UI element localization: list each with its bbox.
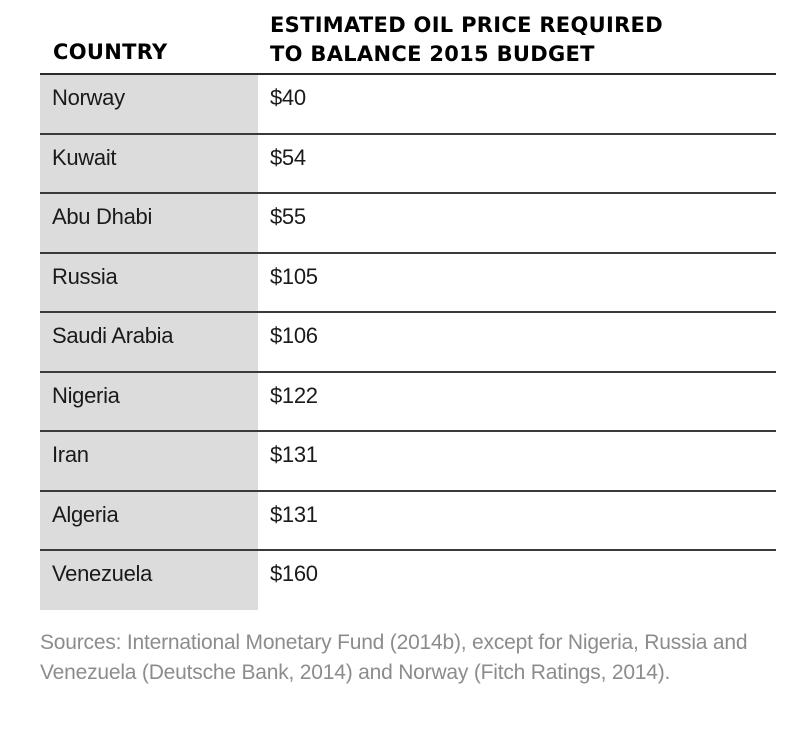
table-body: Norway $40 Kuwait $54 Abu Dhabi $55 Russ… [40,73,776,610]
table-header: COUNTRY ESTIMATED OIL PRICE REQUIRED TO … [40,0,776,73]
table-row: Iran $131 [40,432,776,492]
country-cell: Russia [40,253,258,311]
price-cell: $55 [270,204,306,229]
table-row: Norway $40 [40,75,776,135]
oil-price-table: COUNTRY ESTIMATED OIL PRICE REQUIRED TO … [40,0,776,610]
price-cell: $40 [270,85,306,110]
price-cell: $122 [270,382,318,408]
country-cell: Venezuela [40,551,258,610]
sources-note: Sources: International Monetary Fund (20… [40,631,748,684]
country-cell: Norway [40,75,258,133]
header-country: COUNTRY [53,40,168,64]
country-cell: Nigeria [40,372,258,430]
price-cell: $105 [270,263,318,289]
country-cell: Saudi Arabia [40,313,258,371]
table-row: Algeria $131 [40,491,776,551]
price-cell: $160 [270,561,318,586]
price-cell: $106 [270,323,318,348]
country-cell: Abu Dhabi [40,194,258,252]
table-row: Abu Dhabi $55 [40,194,776,254]
table-row: Kuwait $54 [40,134,776,194]
header-price-line1: ESTIMATED OIL PRICE REQUIRED [270,13,663,37]
header-price: ESTIMATED OIL PRICE REQUIRED TO BALANCE … [270,11,663,69]
country-cell: Iran [40,432,258,490]
table-row: Russia $105 [40,253,776,313]
table-row: Venezuela $160 [40,551,776,610]
price-cell: $54 [270,144,306,170]
price-cell: $131 [270,501,318,527]
header-price-line2: TO BALANCE 2015 BUDGET [270,42,595,66]
country-cell: Kuwait [40,134,258,192]
country-cell: Algeria [40,491,258,549]
table-row: Saudi Arabia $106 [40,313,776,373]
table-row: Nigeria $122 [40,372,776,432]
price-cell: $131 [270,442,318,467]
